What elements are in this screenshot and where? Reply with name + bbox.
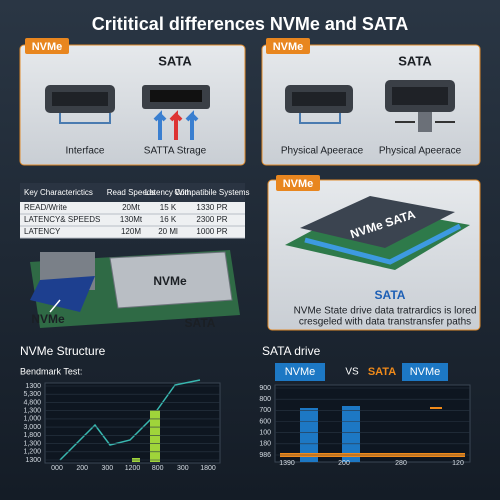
table-cell: 1000 PR [196, 227, 227, 236]
table-cell: READ/Write [24, 203, 68, 212]
line [59, 379, 201, 461]
axis-label: 5,300 [23, 391, 41, 398]
label: SATA [375, 288, 406, 302]
tag [266, 38, 310, 54]
table-cell: 20 Ml [158, 227, 178, 236]
plot-area [44, 382, 221, 464]
chart: 13005,3004,8001,3001,0003,0001,8001,3001… [23, 379, 221, 472]
tag [276, 175, 320, 191]
subtitle: Bendmark Test: [20, 366, 82, 376]
tag-text: NVMe [273, 41, 304, 53]
tag-text: NVMe [32, 41, 63, 53]
label: NVMe [31, 312, 65, 326]
axis-label: 1800 [200, 465, 216, 472]
axis-label: 200 [338, 460, 350, 467]
axis-label: 1390 [279, 460, 295, 467]
caption: cresgeled with data transtransfer paths [299, 317, 471, 328]
legend: VS [345, 367, 359, 378]
chart: 900 800 700 600 100 180 986 1390 200 280 120 [259, 384, 471, 467]
caption: Interface [66, 146, 105, 157]
axis-label: 1300 [25, 457, 41, 464]
axis-label: 100 [259, 430, 271, 437]
panel [261, 44, 481, 166]
axis-label: 1,000 [23, 416, 41, 423]
caption: Physical Apeerace [379, 146, 462, 157]
axis-label: 300 [101, 465, 113, 472]
axis-label: 986 [259, 452, 271, 459]
axis-label: 1200 [125, 465, 141, 472]
heading: SATA [398, 53, 432, 68]
table-cell: LATENCY [24, 227, 61, 236]
axis-label: 4,800 [23, 399, 41, 406]
axis-label: 800 [259, 396, 271, 403]
axis-label: 900 [259, 385, 271, 392]
section-title: SATA drive [262, 344, 321, 358]
axis-label: 1300 [25, 383, 41, 390]
table-header-bg [20, 183, 245, 202]
table-header: Key Characterictics [24, 188, 93, 197]
axis-label: 120 [452, 460, 464, 467]
table-cell: 16 K [160, 215, 177, 224]
axis-label: 3,000 [23, 424, 41, 431]
legend-box [275, 363, 325, 381]
axis-label: 280 [395, 460, 407, 467]
section-title: NVMe Structure [20, 344, 106, 358]
table-header: Compatibile Systems [174, 188, 249, 197]
label: NVMe [153, 274, 187, 288]
axis-label: 300 [177, 465, 189, 472]
axis-label: 600 [259, 418, 271, 425]
axis-label: 1,200 [23, 449, 41, 456]
table-cell: 20Mt [122, 203, 141, 212]
axis-label: 180 [259, 441, 271, 448]
tag-text: NVMe [283, 178, 314, 190]
tag [25, 38, 69, 54]
table-header: Read Speeds [107, 188, 155, 197]
caption: SATTA Strage [144, 146, 207, 157]
bar [342, 406, 360, 462]
table-cell: 120M [121, 227, 141, 236]
axis-label: 000 [51, 465, 63, 472]
axis-label: 200 [76, 465, 88, 472]
table-cell: LATENCY& SPEEDS [24, 215, 100, 224]
table-cell: 2300 PR [196, 215, 227, 224]
panel [19, 44, 246, 166]
legend: NVMe [410, 366, 441, 378]
table-cell: 15 K [160, 203, 177, 212]
table-cell: 130Mt [120, 215, 143, 224]
board [30, 250, 240, 328]
heading: SATA [158, 53, 192, 68]
table-cell: 1330 PR [196, 203, 227, 212]
legend: NVMe [285, 366, 316, 378]
connector [45, 85, 210, 140]
axis-label: 1,300 [23, 440, 41, 447]
axis-label: 700 [259, 407, 271, 414]
caption: NVMe State drive data tratrardics is lor… [294, 306, 477, 317]
drive [285, 196, 470, 270]
axis-label: 1,800 [23, 432, 41, 439]
table-header: Latency With [145, 188, 191, 197]
connector [285, 80, 455, 132]
caption: Physical Apeerace [281, 146, 364, 157]
legend: SATA [368, 366, 396, 378]
axis-label: 1,300 [23, 408, 41, 415]
title: Crititical differences NVMe and SATA [92, 14, 408, 34]
label: SATA [185, 316, 216, 330]
legend-box [402, 363, 448, 381]
axis-label: 800 [152, 465, 164, 472]
bar [150, 410, 160, 462]
